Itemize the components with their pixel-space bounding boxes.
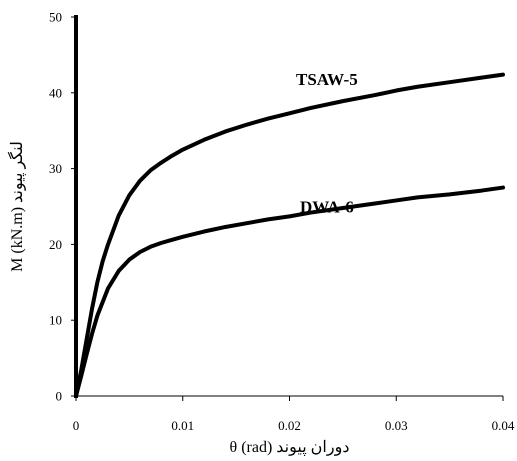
y-tick-label: 30: [49, 161, 62, 176]
series-label-dwa-6: DWA-6: [300, 198, 354, 217]
x-tick-label: 0.01: [171, 418, 194, 433]
x-tick-label: 0.04: [492, 418, 515, 433]
series-line-dwa-6: [74, 185, 505, 398]
y-tick-label: 0: [56, 389, 63, 404]
series-label-tsaw-5: TSAW-5: [296, 70, 358, 89]
y-tick-label: 10: [49, 313, 62, 328]
x-axis-title: θ (rad) دوران پیوند: [230, 439, 350, 456]
series-lines: [74, 72, 505, 398]
axes: [74, 15, 503, 398]
x-tick-label: 0.03: [385, 418, 408, 433]
x-tick-label: 0.02: [278, 418, 301, 433]
ticks: 0 10 20 30 40 50 0 0.01 0.02 0.03 0.04: [49, 10, 515, 434]
x-tick-label: 0: [73, 418, 80, 433]
y-tick-label: 20: [49, 237, 62, 252]
y-axis-title: M (kN.m) لنگر پیوند: [7, 141, 26, 272]
series-line-tsaw-5: [74, 72, 505, 398]
y-tick-label: 50: [49, 10, 62, 25]
y-tick-label: 40: [49, 85, 62, 100]
series-labels: TSAW-5 DWA-6: [296, 70, 358, 216]
